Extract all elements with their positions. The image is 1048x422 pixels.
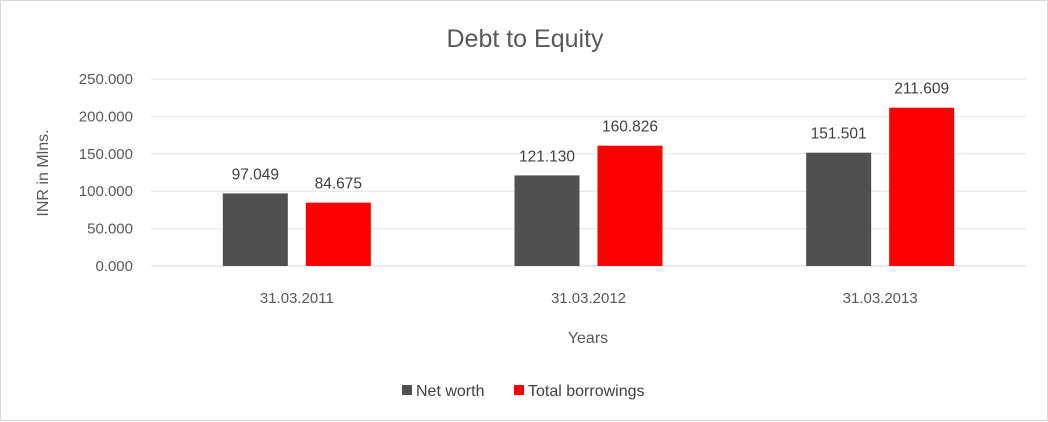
data-label: 121.130 <box>519 148 575 165</box>
data-labels: 97.049 84.675 121.130 160.826 151.501 211.609 <box>232 81 949 193</box>
bar-total-borrowings <box>597 145 663 266</box>
legend-label: Total borrowings <box>528 383 645 400</box>
data-label: 151.501 <box>811 126 867 143</box>
y-tick-label: 250.000 <box>79 71 133 88</box>
legend-label: Net worth <box>416 383 484 400</box>
y-axis-ticks: 0.000 50.000 100.000 150.000 200.000 250.000 <box>79 71 133 275</box>
gridlines <box>151 78 1026 267</box>
y-axis-title: INR in Mlns. <box>35 129 52 216</box>
bar-total-borrowings <box>305 202 371 266</box>
data-label: 211.609 <box>894 81 949 98</box>
legend-swatch <box>514 385 524 395</box>
data-label: 97.049 <box>232 166 279 183</box>
y-tick-label: 100.000 <box>79 183 133 200</box>
bars <box>222 107 955 267</box>
x-tick-label: 31.03.2012 <box>551 290 626 307</box>
bar-net-worth <box>806 152 872 266</box>
legend-swatch <box>402 385 412 395</box>
x-tick-label: 31.03.2011 <box>260 290 334 307</box>
x-tick-label: 31.03.2013 <box>843 290 918 307</box>
x-axis-ticks: 31.03.2011 31.03.2012 31.03.2013 <box>260 290 918 307</box>
bar-net-worth <box>222 193 288 266</box>
y-tick-label: 50.000 <box>87 221 133 238</box>
legend: Net worth Total borrowings <box>402 383 645 400</box>
x-axis-title: Years <box>568 330 608 347</box>
data-label: 84.675 <box>315 176 362 193</box>
y-tick-label: 0.000 <box>95 258 133 275</box>
bar-total-borrowings <box>889 107 955 267</box>
data-label: 160.826 <box>602 119 658 136</box>
chart-title: Debt to Equity <box>446 25 604 53</box>
bar-net-worth <box>514 175 580 266</box>
y-tick-label: 200.000 <box>79 108 133 125</box>
y-tick-label: 150.000 <box>79 146 133 163</box>
